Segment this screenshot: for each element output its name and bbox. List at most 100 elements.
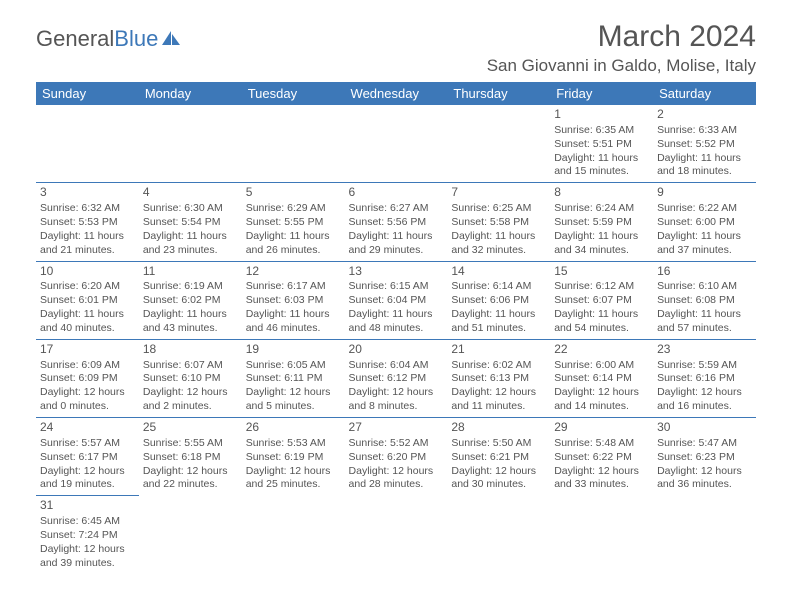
cell-ss: Sunset: 6:22 PM [554, 451, 649, 465]
cell-d1: Daylight: 11 hours [554, 308, 649, 322]
cell-sr: Sunrise: 6:05 AM [246, 359, 341, 373]
cell-d2: and 8 minutes. [349, 400, 444, 414]
cell-sr: Sunrise: 6:30 AM [143, 202, 238, 216]
day-number: 29 [554, 420, 649, 436]
day-number: 22 [554, 342, 649, 358]
day-number: 23 [657, 342, 752, 358]
day-number: 30 [657, 420, 752, 436]
cell-d2: and 23 minutes. [143, 244, 238, 258]
dayname-wed: Wednesday [345, 82, 448, 105]
cell-d2: and 29 minutes. [349, 244, 444, 258]
calendar-cell: 12Sunrise: 6:17 AMSunset: 6:03 PMDayligh… [242, 261, 345, 339]
cell-ss: Sunset: 5:52 PM [657, 138, 752, 152]
cell-sr: Sunrise: 5:52 AM [349, 437, 444, 451]
cell-sr: Sunrise: 6:45 AM [40, 515, 135, 529]
calendar-cell: 7Sunrise: 6:25 AMSunset: 5:58 PMDaylight… [447, 183, 550, 261]
calendar-cell: 23Sunrise: 5:59 AMSunset: 6:16 PMDayligh… [653, 339, 756, 417]
day-number: 20 [349, 342, 444, 358]
calendar-cell: 25Sunrise: 5:55 AMSunset: 6:18 PMDayligh… [139, 418, 242, 496]
calendar-cell: 19Sunrise: 6:05 AMSunset: 6:11 PMDayligh… [242, 339, 345, 417]
cell-d2: and 22 minutes. [143, 478, 238, 492]
calendar-cell: 6Sunrise: 6:27 AMSunset: 5:56 PMDaylight… [345, 183, 448, 261]
cell-d1: Daylight: 11 hours [40, 308, 135, 322]
calendar-cell [345, 105, 448, 183]
cell-ss: Sunset: 6:03 PM [246, 294, 341, 308]
calendar-cell [36, 105, 139, 183]
day-number: 5 [246, 185, 341, 201]
cell-ss: Sunset: 6:04 PM [349, 294, 444, 308]
cell-sr: Sunrise: 6:35 AM [554, 124, 649, 138]
cell-ss: Sunset: 6:20 PM [349, 451, 444, 465]
logo: GeneralBlue [36, 26, 182, 52]
cell-d1: Daylight: 12 hours [246, 465, 341, 479]
calendar-cell: 13Sunrise: 6:15 AMSunset: 6:04 PMDayligh… [345, 261, 448, 339]
day-number: 26 [246, 420, 341, 436]
calendar-cell: 15Sunrise: 6:12 AMSunset: 6:07 PMDayligh… [550, 261, 653, 339]
calendar-cell: 4Sunrise: 6:30 AMSunset: 5:54 PMDaylight… [139, 183, 242, 261]
calendar-cell [653, 496, 756, 574]
cell-sr: Sunrise: 6:10 AM [657, 280, 752, 294]
cell-ss: Sunset: 6:17 PM [40, 451, 135, 465]
cell-sr: Sunrise: 5:50 AM [451, 437, 546, 451]
cell-sr: Sunrise: 5:53 AM [246, 437, 341, 451]
cell-d1: Daylight: 11 hours [143, 308, 238, 322]
cell-d2: and 2 minutes. [143, 400, 238, 414]
cell-d1: Daylight: 11 hours [246, 230, 341, 244]
cell-d1: Daylight: 12 hours [451, 386, 546, 400]
header: GeneralBlue March 2024 San Giovanni in G… [36, 20, 756, 76]
calendar-cell: 30Sunrise: 5:47 AMSunset: 6:23 PMDayligh… [653, 418, 756, 496]
cell-d2: and 21 minutes. [40, 244, 135, 258]
calendar-row: 31Sunrise: 6:45 AMSunset: 7:24 PMDayligh… [36, 496, 756, 574]
calendar-cell [242, 496, 345, 574]
cell-d2: and 0 minutes. [40, 400, 135, 414]
cell-d2: and 36 minutes. [657, 478, 752, 492]
cell-d2: and 40 minutes. [40, 322, 135, 336]
logo-word2: Blue [114, 26, 158, 52]
calendar-cell: 5Sunrise: 6:29 AMSunset: 5:55 PMDaylight… [242, 183, 345, 261]
cell-ss: Sunset: 6:00 PM [657, 216, 752, 230]
cell-ss: Sunset: 6:18 PM [143, 451, 238, 465]
cell-d1: Daylight: 11 hours [657, 308, 752, 322]
day-number: 25 [143, 420, 238, 436]
calendar-cell: 9Sunrise: 6:22 AMSunset: 6:00 PMDaylight… [653, 183, 756, 261]
location: San Giovanni in Galdo, Molise, Italy [487, 56, 756, 76]
day-number: 8 [554, 185, 649, 201]
calendar-cell [242, 105, 345, 183]
cell-d2: and 15 minutes. [554, 165, 649, 179]
cell-sr: Sunrise: 6:25 AM [451, 202, 546, 216]
cell-sr: Sunrise: 5:48 AM [554, 437, 649, 451]
cell-d1: Daylight: 12 hours [451, 465, 546, 479]
day-number: 13 [349, 264, 444, 280]
cell-d1: Daylight: 12 hours [349, 465, 444, 479]
calendar-row: 10Sunrise: 6:20 AMSunset: 6:01 PMDayligh… [36, 261, 756, 339]
cell-d2: and 11 minutes. [451, 400, 546, 414]
calendar-cell: 16Sunrise: 6:10 AMSunset: 6:08 PMDayligh… [653, 261, 756, 339]
day-number: 11 [143, 264, 238, 280]
calendar-head: Sunday Monday Tuesday Wednesday Thursday… [36, 82, 756, 105]
cell-d2: and 25 minutes. [246, 478, 341, 492]
cell-d2: and 43 minutes. [143, 322, 238, 336]
cell-sr: Sunrise: 6:00 AM [554, 359, 649, 373]
cell-sr: Sunrise: 6:27 AM [349, 202, 444, 216]
dayname-fri: Friday [550, 82, 653, 105]
calendar-table: Sunday Monday Tuesday Wednesday Thursday… [36, 82, 756, 574]
cell-ss: Sunset: 6:06 PM [451, 294, 546, 308]
day-number: 31 [40, 498, 135, 514]
cell-sr: Sunrise: 6:22 AM [657, 202, 752, 216]
calendar-cell: 8Sunrise: 6:24 AMSunset: 5:59 PMDaylight… [550, 183, 653, 261]
sail-icon [162, 27, 182, 53]
cell-ss: Sunset: 6:01 PM [40, 294, 135, 308]
cell-d2: and 54 minutes. [554, 322, 649, 336]
cell-d1: Daylight: 11 hours [246, 308, 341, 322]
cell-d1: Daylight: 11 hours [657, 152, 752, 166]
calendar-cell: 21Sunrise: 6:02 AMSunset: 6:13 PMDayligh… [447, 339, 550, 417]
cell-d1: Daylight: 11 hours [349, 308, 444, 322]
calendar-cell [139, 496, 242, 574]
cell-d1: Daylight: 11 hours [451, 230, 546, 244]
day-number: 12 [246, 264, 341, 280]
cell-d2: and 57 minutes. [657, 322, 752, 336]
calendar-cell: 14Sunrise: 6:14 AMSunset: 6:06 PMDayligh… [447, 261, 550, 339]
cell-ss: Sunset: 6:13 PM [451, 372, 546, 386]
calendar-cell: 29Sunrise: 5:48 AMSunset: 6:22 PMDayligh… [550, 418, 653, 496]
cell-ss: Sunset: 6:12 PM [349, 372, 444, 386]
